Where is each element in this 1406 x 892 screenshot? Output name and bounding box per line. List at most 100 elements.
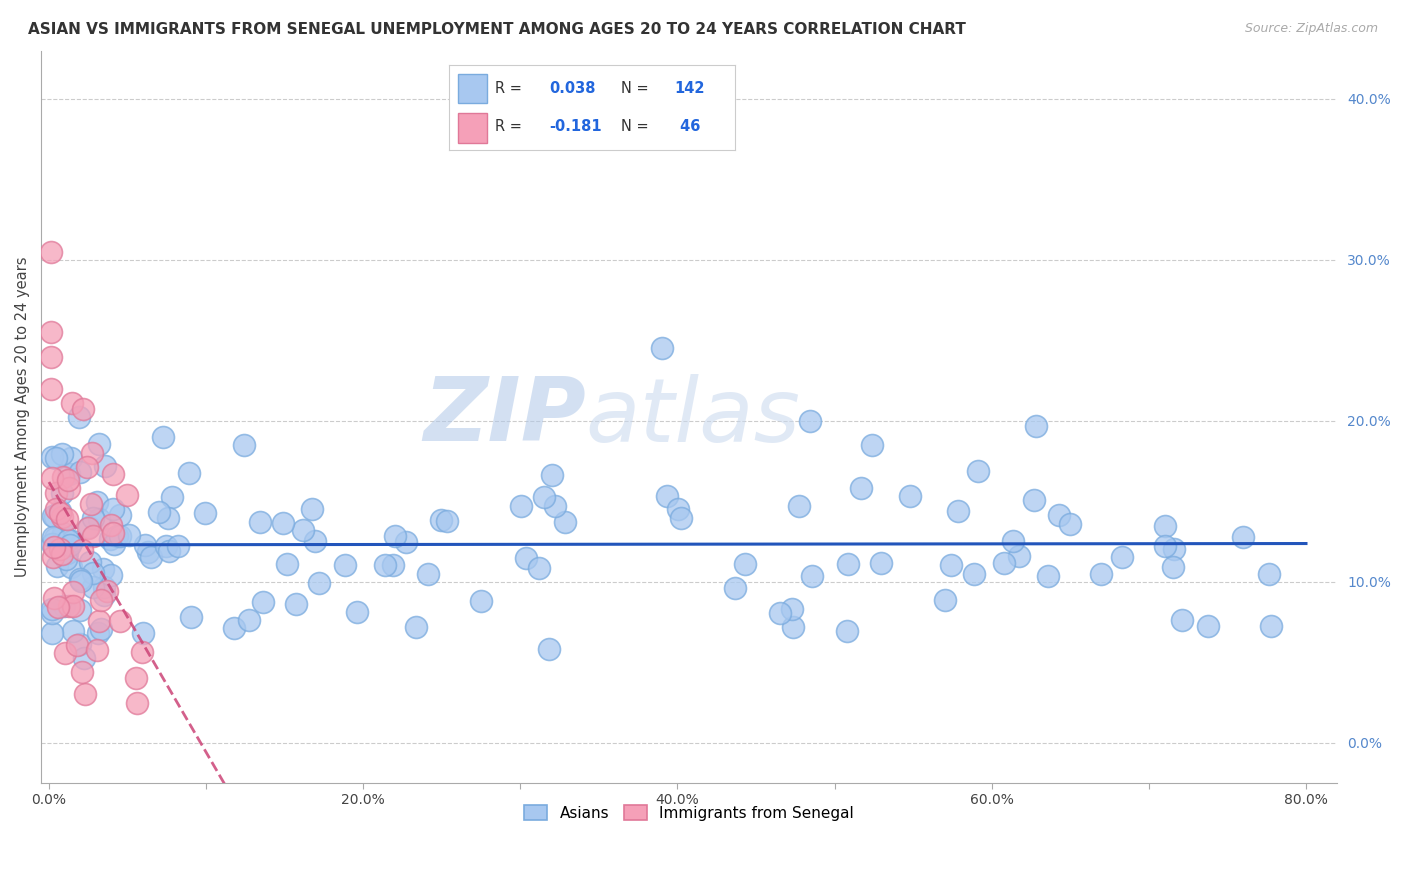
Point: [73, 650, 96, 665]
Point: [118, 528, 141, 542]
Point: [304, 534, 326, 549]
Point: [787, 499, 810, 513]
Point: [51, 447, 73, 461]
Point: [799, 414, 821, 428]
Point: [82, 529, 104, 543]
Point: [49, 541, 72, 556]
Point: [58, 599, 80, 613]
Point: [76, 459, 98, 474]
Point: [42, 591, 65, 606]
Point: [58, 467, 80, 481]
Point: [374, 558, 396, 572]
Point: [222, 621, 245, 635]
Point: [1197, 619, 1219, 633]
Point: [131, 645, 153, 659]
Point: [87, 625, 110, 640]
Point: [1022, 492, 1045, 507]
Point: [538, 642, 561, 657]
Point: [655, 489, 678, 503]
Point: [100, 517, 122, 532]
Point: [60, 396, 83, 410]
Point: [87, 436, 110, 450]
Point: [72, 665, 94, 679]
Point: [249, 515, 271, 529]
Point: [39, 382, 62, 396]
Point: [52, 470, 75, 484]
Point: [45, 450, 67, 465]
Point: [69, 603, 91, 617]
Point: [837, 558, 859, 572]
Point: [98, 532, 121, 546]
Point: [948, 504, 970, 518]
Point: [41, 626, 63, 640]
Point: [46, 600, 69, 615]
Point: [1008, 549, 1031, 563]
Point: [41, 471, 63, 485]
Point: [395, 535, 418, 549]
Point: [80, 446, 103, 460]
Point: [233, 438, 256, 452]
Point: [1257, 567, 1279, 582]
Point: [301, 501, 323, 516]
Point: [79, 519, 101, 533]
Point: [1025, 418, 1047, 433]
Point: [90, 592, 112, 607]
Point: [436, 514, 458, 528]
Point: [41, 537, 63, 551]
Point: [1163, 560, 1185, 574]
Point: [45, 558, 67, 573]
Point: [69, 572, 91, 586]
Point: [72, 402, 94, 417]
Point: [837, 624, 859, 639]
Point: [51, 525, 73, 540]
Point: [93, 588, 115, 602]
Text: ZIP: ZIP: [423, 374, 585, 460]
Point: [39, 350, 62, 364]
Point: [125, 672, 148, 686]
Point: [515, 551, 537, 566]
Point: [101, 526, 124, 541]
Point: [1163, 542, 1185, 557]
Text: atlas: atlas: [585, 374, 800, 460]
Point: [94, 458, 117, 473]
Point: [160, 490, 183, 504]
Point: [41, 606, 63, 620]
Point: [91, 562, 114, 576]
Point: [1036, 568, 1059, 582]
Point: [284, 597, 307, 611]
Y-axis label: Unemployment Among Ages 20 to 24 years: Unemployment Among Ages 20 to 24 years: [15, 257, 30, 577]
Point: [276, 557, 298, 571]
Point: [82, 566, 104, 580]
Point: [308, 576, 330, 591]
Point: [180, 609, 202, 624]
Point: [62, 599, 84, 614]
Point: [346, 605, 368, 619]
Point: [238, 613, 260, 627]
Point: [87, 614, 110, 628]
Point: [252, 595, 274, 609]
Point: [405, 620, 427, 634]
Point: [157, 543, 180, 558]
Point: [51, 547, 73, 561]
Point: [870, 556, 893, 570]
Point: [49, 504, 72, 518]
Point: [666, 501, 689, 516]
Point: [101, 467, 124, 482]
Point: [82, 510, 104, 524]
Point: [851, 481, 873, 495]
Point: [544, 499, 567, 513]
Point: [110, 529, 132, 543]
Point: [79, 497, 101, 511]
Point: [56, 512, 79, 526]
Point: [993, 556, 1015, 570]
Point: [651, 342, 673, 356]
Point: [100, 568, 122, 582]
Point: [69, 574, 91, 588]
Point: [1049, 508, 1071, 522]
Point: [62, 585, 84, 599]
Text: ASIAN VS IMMIGRANTS FROM SENEGAL UNEMPLOYMENT AMONG AGES 20 TO 24 YEARS CORRELAT: ASIAN VS IMMIGRANTS FROM SENEGAL UNEMPLO…: [28, 22, 966, 37]
Point: [55, 552, 77, 566]
Point: [177, 467, 200, 481]
Point: [533, 490, 555, 504]
Point: [69, 637, 91, 651]
